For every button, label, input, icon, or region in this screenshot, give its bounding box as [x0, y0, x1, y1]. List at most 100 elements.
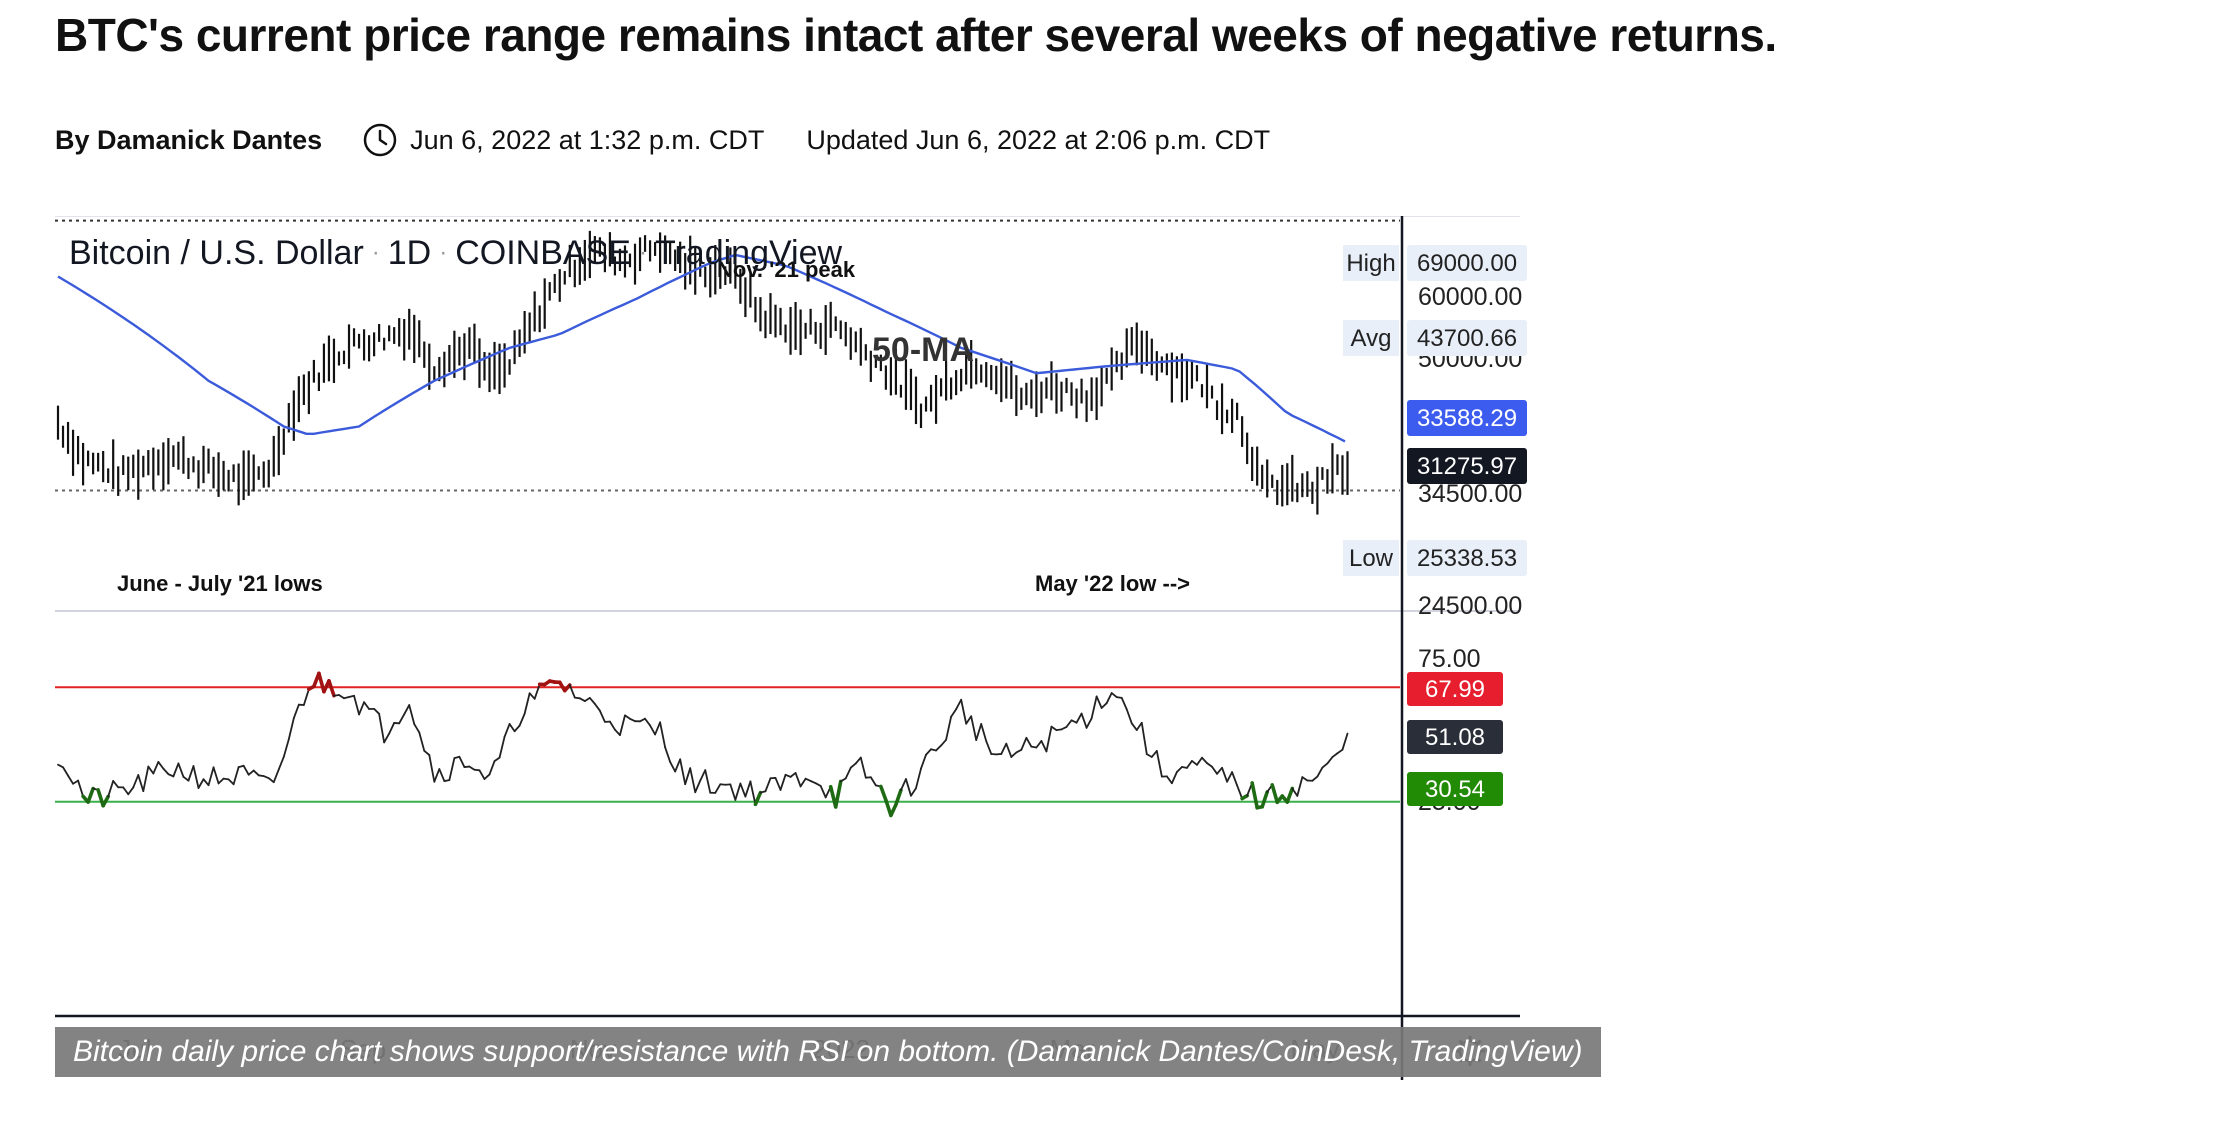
rsi-segment: [338, 694, 345, 700]
rsi-label-value: 30.54: [1425, 776, 1485, 803]
rsi-segment: [819, 785, 827, 799]
rsi-segment: [1221, 766, 1228, 783]
rsi-segment: [1060, 725, 1068, 731]
rsi-segment: [679, 758, 687, 786]
rsi-segment: [423, 749, 431, 756]
rsi-segment: [1216, 766, 1223, 775]
rsi-segment: [900, 778, 907, 792]
rsi-segment: [844, 766, 852, 780]
rsi-segment: [809, 780, 817, 785]
rsi-segment: [764, 777, 772, 793]
price-label-value: 69000.00: [1417, 250, 1517, 277]
rsi-segment: [869, 776, 877, 787]
price-tick-label: 60000.00: [1418, 283, 1522, 311]
rsi-segment: [674, 758, 682, 773]
rsi-segment: [694, 779, 702, 794]
rsi-segment: [227, 778, 235, 786]
rsi-segment: [1045, 725, 1053, 753]
byline: By Damanick Dantes Jun 6, 2022 at 1:32 p…: [55, 120, 1270, 160]
rsi-segment: [292, 703, 300, 720]
rsi-segment: [488, 760, 496, 776]
rsi-segment: [839, 777, 847, 783]
rsi-segment: [1175, 766, 1183, 773]
rsi-segment: [945, 715, 953, 741]
rsi-segment: [468, 765, 476, 771]
rsi-segment: [1240, 793, 1249, 801]
rsi-segment: [920, 753, 927, 770]
rsi-segment: [518, 712, 526, 727]
rsi-segment: [483, 773, 491, 780]
rsi-segment: [122, 786, 130, 796]
rsi-segment: [1000, 742, 1008, 755]
rsi-segment: [197, 778, 205, 789]
rsi-segment: [970, 715, 978, 741]
rsi-segment: [172, 762, 180, 778]
rsi-segment: [654, 721, 661, 736]
rsi-segment: [639, 717, 646, 723]
rsi-segment: [418, 731, 426, 752]
rsi-tick-label: 75.00: [1418, 645, 1481, 673]
rsi-segment: [1285, 786, 1295, 804]
rsi-segment: [433, 768, 441, 783]
rsi-segment: [1025, 736, 1033, 748]
rsi-segment: [147, 765, 155, 775]
rsi-segment: [107, 780, 115, 798]
annotation-50ma: 50-MA: [872, 331, 974, 369]
rsi-segment: [614, 728, 621, 737]
price-label-value: 43700.66: [1417, 325, 1517, 352]
rsi-segment: [1015, 748, 1023, 754]
rsi-segment: [202, 778, 210, 787]
rsi-segment: [142, 765, 150, 793]
rsi-segment: [287, 717, 295, 741]
rsi-segment: [644, 717, 651, 727]
rsi-segment: [1291, 787, 1299, 797]
rsi-segment: [428, 754, 436, 783]
price-label-value: 33588.29: [1417, 405, 1517, 432]
rsi-segment: [438, 768, 446, 782]
rsi-segment: [503, 723, 511, 738]
price-label-value: 31275.97: [1417, 453, 1517, 480]
rsi-segment: [152, 761, 160, 775]
rsi-label-box: [1407, 720, 1503, 754]
rsi-segment: [814, 782, 822, 787]
rsi-segment: [86, 786, 95, 804]
price-label-box: [1407, 448, 1527, 484]
price-chart[interactable]: Nov. '21 peak 50-MA June - July '21 lows Ma…: [55, 216, 2187, 1080]
rsi-segment: [498, 735, 506, 759]
rsi-segment: [779, 773, 787, 791]
rsi-segment: [794, 772, 802, 788]
rsi-segment: [689, 767, 697, 794]
rsi-segment: [403, 704, 411, 716]
rsi-segment: [1095, 695, 1103, 709]
rsi-segment: [1140, 721, 1148, 756]
author-link[interactable]: By Damanick Dantes: [55, 124, 323, 155]
rsi-segment: [1236, 784, 1244, 800]
rsi-segment: [1321, 762, 1329, 769]
rsi-segment: [207, 766, 215, 787]
rsi-segment: [317, 671, 326, 694]
rsi-segment: [1090, 695, 1098, 720]
exchange: COINBASE: [455, 234, 631, 272]
rsi-segment: [684, 767, 692, 786]
rsi-segment: [1260, 790, 1270, 809]
rsi-segment: [664, 746, 672, 763]
rsi-segment: [162, 767, 170, 776]
rsi-segment: [749, 780, 757, 806]
rsi-segment: [905, 778, 912, 797]
price-label-box: [1407, 400, 1527, 436]
rsi-segment: [167, 773, 175, 778]
rsi-segment: [588, 697, 596, 705]
rsi-segment: [363, 701, 370, 710]
rsi-segment: [96, 788, 105, 808]
rsi-segment: [1231, 771, 1239, 787]
rsi-segment: [739, 782, 747, 798]
rsi-segment: [1211, 765, 1218, 775]
rsi-segment: [965, 715, 973, 725]
rsi-segment: [1186, 760, 1193, 769]
rsi-segment: [1341, 732, 1349, 751]
rsi-segment: [598, 709, 606, 723]
rsi-segment: [1070, 719, 1078, 724]
rsi-segment: [1130, 722, 1138, 731]
published-date: Jun 6, 2022 at 1:32 p.m. CDT: [410, 124, 765, 155]
rsi-segment: [242, 764, 250, 776]
